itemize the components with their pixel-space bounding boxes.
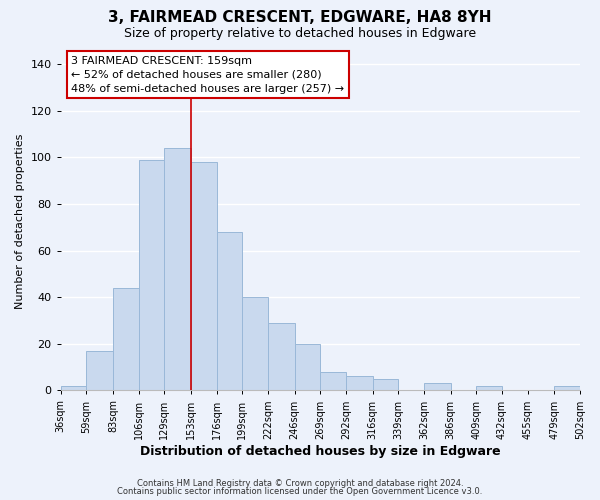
Text: Size of property relative to detached houses in Edgware: Size of property relative to detached ho… — [124, 28, 476, 40]
Bar — [139, 160, 164, 390]
Bar — [554, 386, 580, 390]
Y-axis label: Number of detached properties: Number of detached properties — [15, 134, 25, 309]
Bar — [424, 384, 451, 390]
Bar — [268, 323, 295, 390]
Bar — [164, 148, 191, 390]
Bar — [86, 351, 113, 391]
Bar — [373, 379, 398, 390]
Bar — [295, 344, 320, 391]
Bar — [61, 386, 86, 390]
X-axis label: Distribution of detached houses by size in Edgware: Distribution of detached houses by size … — [140, 444, 500, 458]
Text: Contains public sector information licensed under the Open Government Licence v3: Contains public sector information licen… — [118, 487, 482, 496]
Text: Contains HM Land Registry data © Crown copyright and database right 2024.: Contains HM Land Registry data © Crown c… — [137, 478, 463, 488]
Text: 3 FAIRMEAD CRESCENT: 159sqm
← 52% of detached houses are smaller (280)
48% of se: 3 FAIRMEAD CRESCENT: 159sqm ← 52% of det… — [71, 56, 344, 94]
Bar — [242, 297, 268, 390]
Bar — [217, 232, 242, 390]
Bar — [320, 372, 346, 390]
Bar — [191, 162, 217, 390]
Bar — [346, 376, 373, 390]
Bar — [113, 288, 139, 390]
Bar — [476, 386, 502, 390]
Text: 3, FAIRMEAD CRESCENT, EDGWARE, HA8 8YH: 3, FAIRMEAD CRESCENT, EDGWARE, HA8 8YH — [108, 10, 492, 25]
